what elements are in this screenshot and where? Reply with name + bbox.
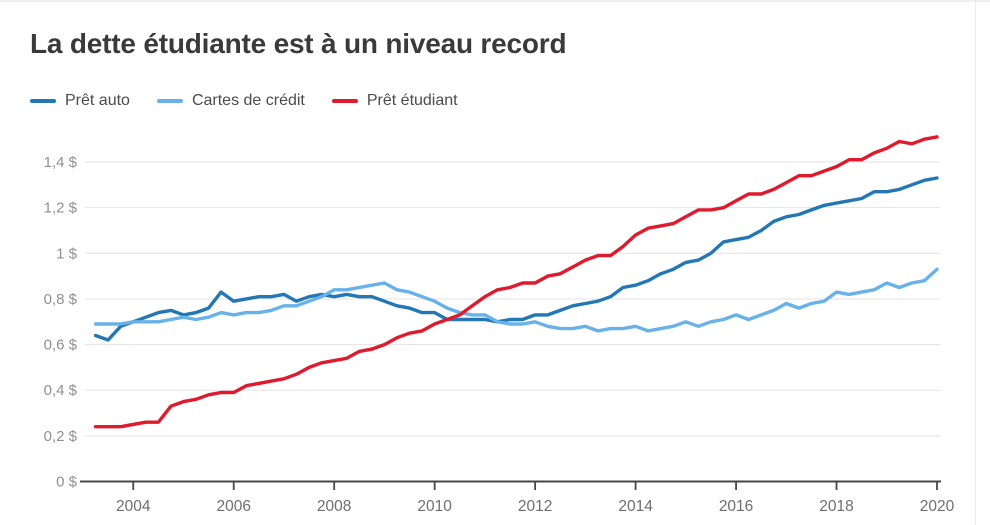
x-tick-label: 2014 — [618, 498, 653, 515]
x-tick-label: 2020 — [920, 498, 955, 515]
y-tick-label: 0,4 $ — [44, 382, 78, 399]
x-tick-label: 2006 — [216, 498, 250, 515]
x-tick-label: 2016 — [719, 498, 753, 515]
x-ticks — [132, 482, 938, 490]
legend-swatch-pret-auto — [30, 99, 56, 103]
legend-swatch-cartes-de-credit — [156, 99, 183, 103]
legend-item-cartes-de-credit: Cartes de crédit — [156, 92, 305, 110]
y-tick-label: 1,2 $ — [44, 200, 78, 217]
legend-label-cartes-de-credit: Cartes de crédit — [191, 92, 305, 109]
series-line-pret-auto — [93, 176, 939, 342]
chart-title: La dette étudiante est à un niveau recor… — [30, 28, 567, 59]
y-tick-label: 1,4 $ — [44, 154, 78, 171]
card-top-edge — [0, 0, 990, 2]
chart-legend: Prêt auto Cartes de crédit Prêt étudiant — [30, 92, 458, 110]
legend-label-pret-auto: Prêt auto — [65, 92, 130, 109]
legend-item-pret-auto: Prêt auto — [30, 92, 130, 110]
x-tick-label: 2010 — [417, 498, 452, 515]
x-tick-label: 2004 — [116, 498, 151, 515]
card-right-edge — [975, 0, 976, 525]
y-tick-labels: 0 $ 0,2 $ 0,4 $ 0,6 $ 0,8 $ 1 $ 1,2 $ 1,4 $ — [44, 154, 78, 490]
y-gridlines — [85, 161, 940, 437]
legend-swatch-pret-etudiant — [331, 99, 358, 103]
legend-item-pret-etudiant: Prêt étudiant — [331, 92, 458, 110]
x-tick-label: 2008 — [317, 498, 351, 515]
y-tick-label: 0,6 $ — [44, 337, 78, 354]
series-line-pret-etudiant — [93, 135, 939, 429]
y-tick-label: 0 $ — [56, 474, 78, 491]
legend-label-pret-etudiant: Prêt étudiant — [366, 92, 458, 109]
y-tick-label: 0,8 $ — [44, 291, 78, 308]
y-tick-label: 0,2 $ — [44, 428, 78, 445]
x-tick-labels: 2004 2006 2008 2010 2012 2014 2016 2018 2020 — [116, 498, 955, 515]
x-tick-label: 2012 — [518, 498, 552, 515]
x-tick-label: 2018 — [819, 498, 853, 515]
y-tick-label: 1 $ — [56, 245, 78, 262]
series-line-cartes-de-credit — [93, 267, 939, 333]
